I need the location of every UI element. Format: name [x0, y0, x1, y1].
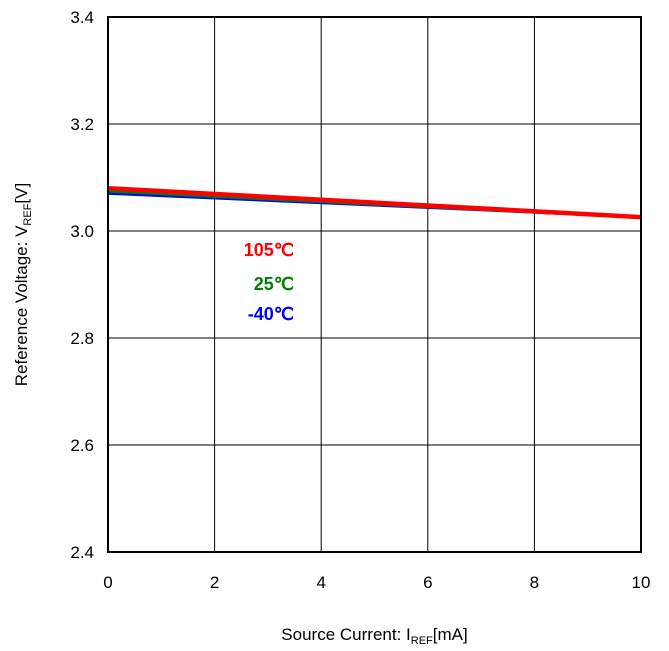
x-tick-label: 6: [423, 573, 432, 592]
x-axis-label-sub: REF: [411, 635, 433, 647]
x-axis-label-main: Source Current: I: [281, 625, 410, 644]
series-line: [107, 185, 642, 220]
y-axis-label: Reference Voltage: VREF[V]: [12, 183, 34, 386]
y-axis-label-unit: [V]: [12, 183, 31, 204]
x-axis-label-unit: [mA]: [433, 625, 468, 644]
y-tick-label: 2.8: [70, 329, 94, 348]
y-axis-label-sub: REF: [22, 203, 34, 225]
y-tick-label: 3.2: [70, 115, 94, 134]
x-tick-label: 8: [530, 573, 539, 592]
y-tick-label: 2.4: [70, 543, 94, 562]
legend-item: -40℃: [248, 304, 294, 324]
y-tick-label: 3.0: [70, 222, 94, 241]
x-axis-label: Source Current: IREF[mA]: [281, 625, 467, 647]
legend: 105℃ 25℃ -40℃: [244, 240, 294, 324]
y-tick-labels: 2.4 2.6 2.8 3.0 3.2 3.4: [70, 8, 94, 562]
legend-item: 25℃: [254, 274, 294, 294]
legend-item: 105℃: [244, 240, 294, 260]
grid: [107, 16, 642, 553]
y-tick-label: 2.6: [70, 436, 94, 455]
plot-frame: [107, 16, 642, 553]
x-tick-label: 10: [632, 573, 651, 592]
x-tick-labels: 0 2 4 6 8 10: [103, 573, 650, 592]
x-tick-label: 2: [210, 573, 219, 592]
y-tick-label: 3.4: [70, 8, 94, 27]
series-lines: [107, 185, 642, 220]
x-tick-label: 0: [103, 573, 112, 592]
x-tick-label: 4: [316, 573, 325, 592]
y-axis-label-main: Reference Voltage: V: [12, 225, 31, 386]
